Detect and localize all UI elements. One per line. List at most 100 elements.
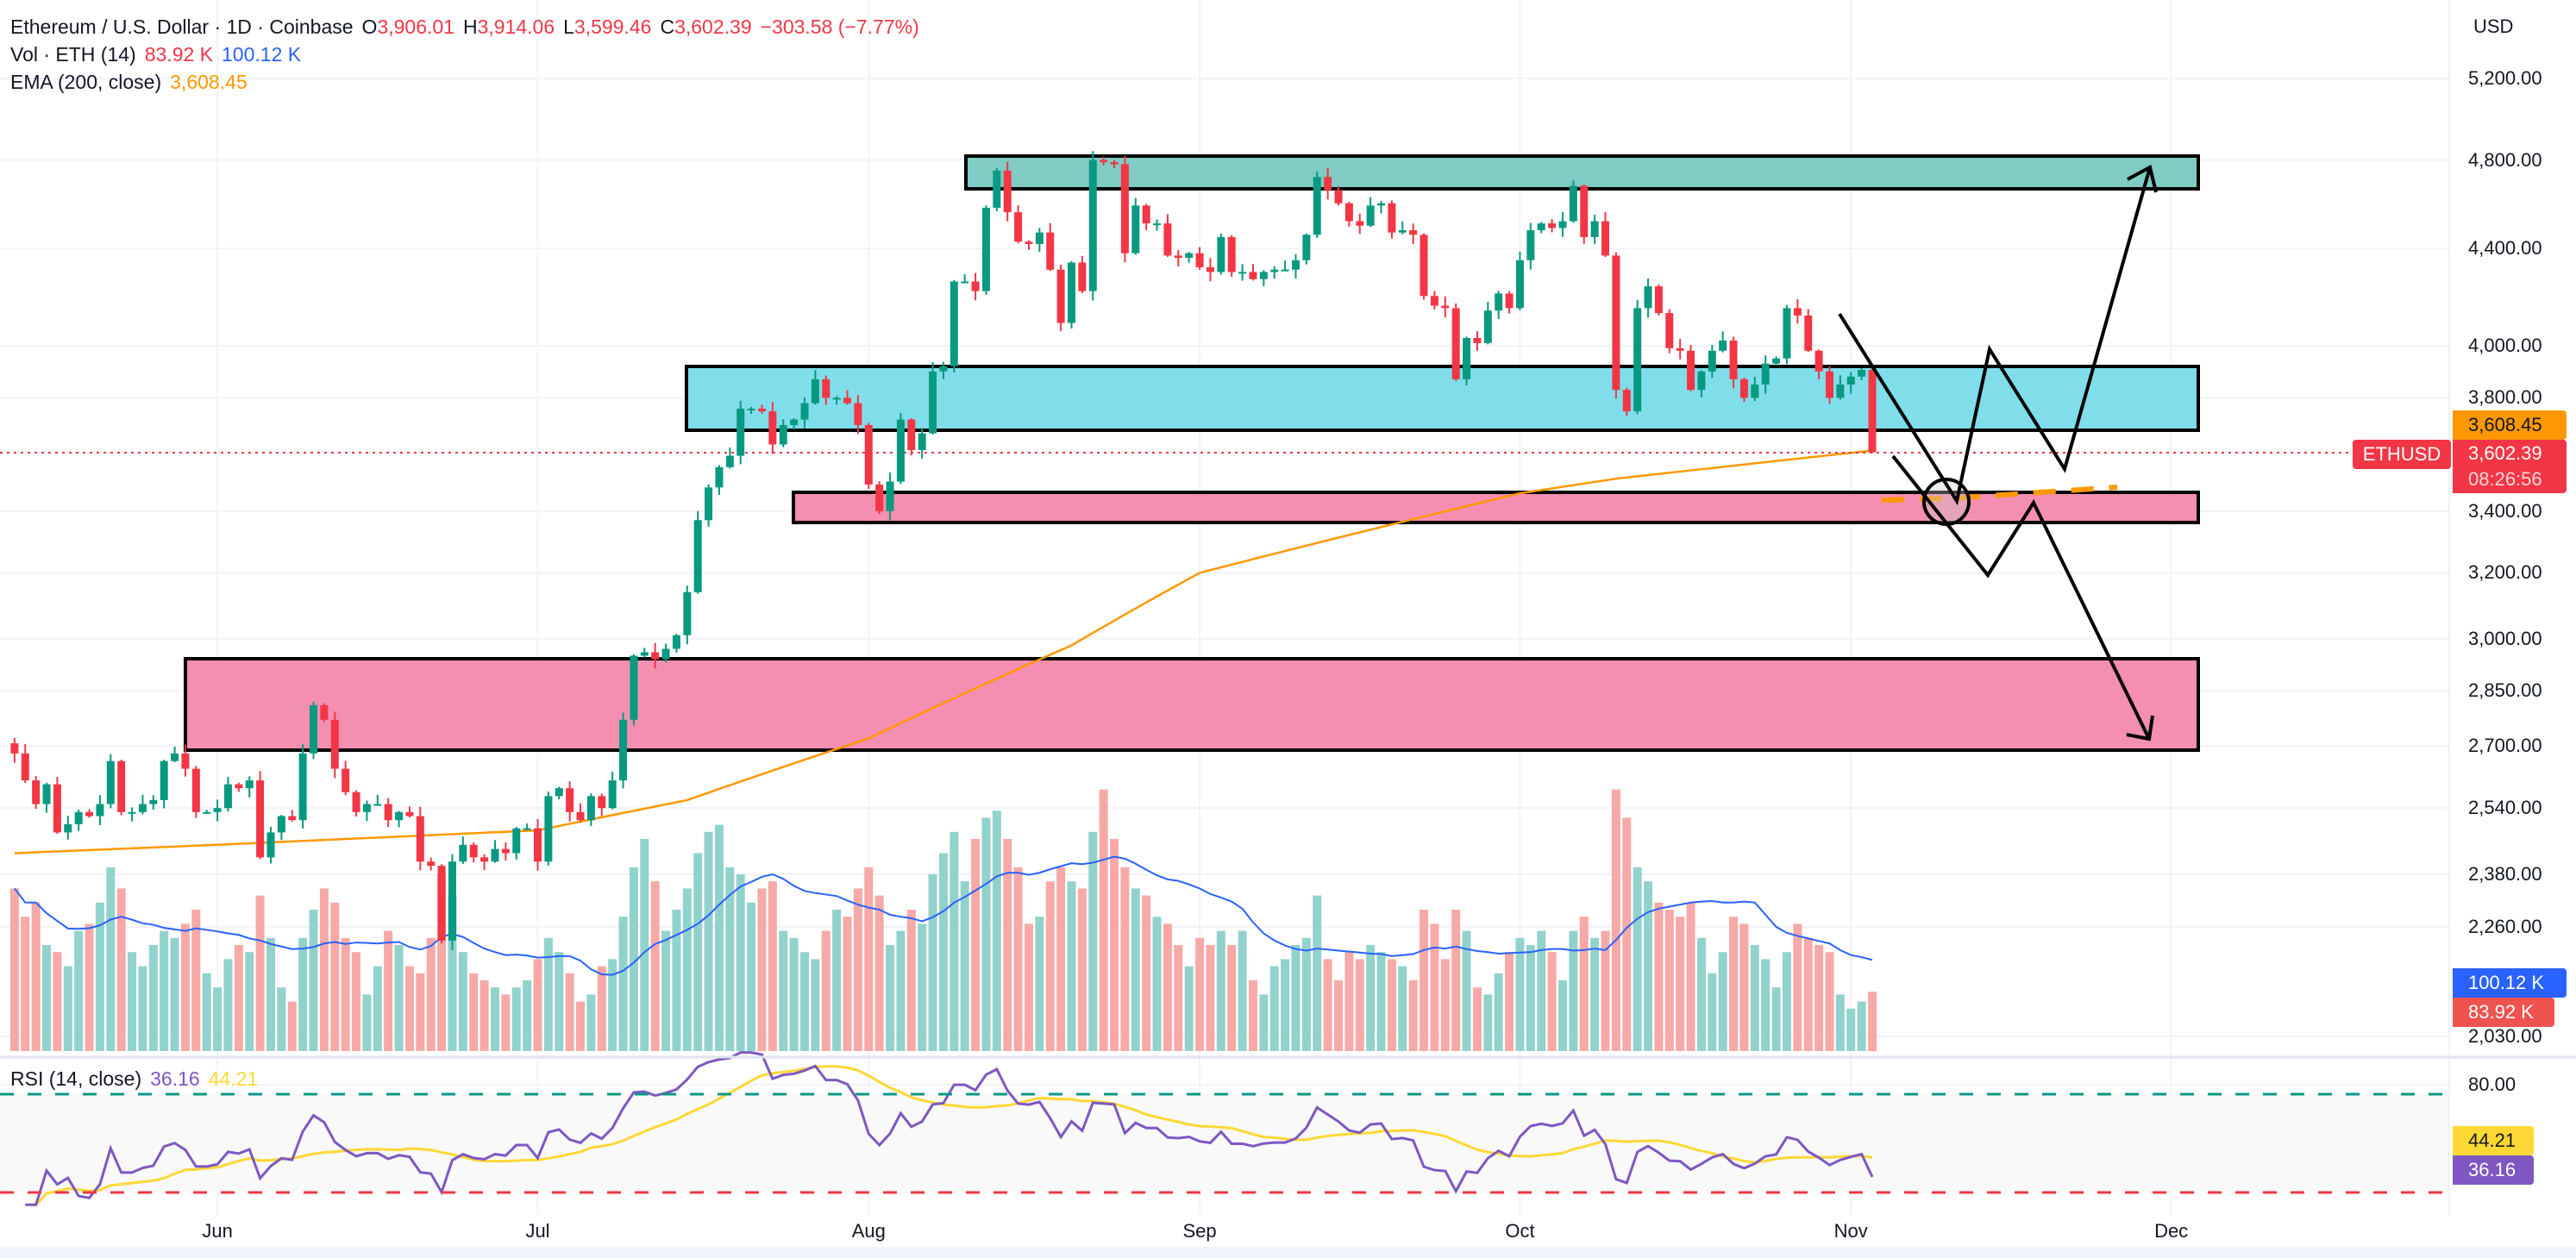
volume-bar <box>640 839 649 1051</box>
candle-body <box>886 481 894 511</box>
support-zone-lower[interactable] <box>792 491 2200 524</box>
candle-body <box>1014 212 1023 242</box>
volume-bar <box>586 994 596 1051</box>
volume-bar <box>608 959 617 1051</box>
candle-body <box>790 419 799 425</box>
candle-body <box>1644 286 1652 309</box>
candle-body <box>1515 260 1524 309</box>
candle-body <box>245 780 254 789</box>
price-tick-label: 3,400.00 <box>2468 499 2542 522</box>
candle-body <box>843 397 852 404</box>
volume-value: 83.92 K <box>144 43 214 66</box>
volume-bar <box>1334 980 1343 1051</box>
ema-label[interactable]: EMA (200, close) <box>10 71 162 93</box>
candle-body <box>1473 338 1482 343</box>
volume-bar <box>1152 917 1162 1051</box>
candle-body <box>1687 350 1695 391</box>
candle-body <box>298 753 307 821</box>
volume-legend: Vol · ETH (14) 83.92 K 100.12 K <box>10 43 301 66</box>
candle-body <box>811 379 819 404</box>
volume-bar <box>938 853 948 1051</box>
candle-body <box>1313 177 1321 235</box>
candle-body <box>1110 161 1119 165</box>
candle-body <box>310 704 318 754</box>
candle-body <box>939 366 948 372</box>
volume-bar <box>1814 945 1824 1051</box>
volume-bar <box>1163 923 1172 1051</box>
bullish-path-arrow[interactable] <box>1838 166 2152 506</box>
candle-body <box>1174 255 1182 259</box>
candle-body <box>1537 223 1545 231</box>
volume-bar <box>1451 910 1461 1051</box>
bearish-path-arrow[interactable] <box>1891 454 2151 740</box>
candle-body <box>288 816 297 821</box>
rsi-label[interactable]: RSI (14, close) <box>10 1067 142 1090</box>
symbol-title[interactable]: Ethereum / U.S. Dollar · 1D · Coinbase <box>10 16 354 38</box>
candle-body <box>896 419 905 482</box>
volume-bar <box>1462 930 1471 1051</box>
candle-body <box>961 281 969 284</box>
volume-bar <box>1110 839 1119 1051</box>
volume-bar <box>811 959 820 1051</box>
candle-body <box>1751 384 1759 398</box>
candle-body <box>469 844 478 858</box>
candle-body <box>320 704 329 720</box>
volume-bar <box>950 831 959 1051</box>
volume-bar <box>1174 945 1183 1051</box>
volume-bar <box>864 867 874 1051</box>
candle-body <box>1590 221 1599 237</box>
volume-bar <box>1238 930 1247 1051</box>
candle-body <box>1719 340 1727 351</box>
volume-bar <box>53 952 62 1051</box>
resistance-zone-top[interactable] <box>964 154 2200 191</box>
candle-body <box>1814 350 1823 372</box>
candle-body <box>555 788 563 797</box>
ema-value: 3,608.45 <box>170 71 248 93</box>
volume-bar <box>576 1001 586 1051</box>
support-zone-bottom[interactable] <box>184 657 2200 752</box>
volume-bar <box>693 853 703 1051</box>
candle-body <box>1259 272 1268 279</box>
candle-body <box>1783 308 1791 359</box>
volume-bar <box>543 937 553 1051</box>
candle-body <box>1142 205 1150 224</box>
candle-body <box>1356 221 1364 226</box>
volume-bar <box>757 888 767 1051</box>
volume-bar <box>1291 945 1301 1051</box>
candle-body <box>1206 266 1214 272</box>
candle-body <box>523 828 531 830</box>
volume-label[interactable]: Vol · ETH (14) <box>10 43 136 66</box>
candle-body <box>608 780 617 809</box>
candle-body <box>74 811 83 824</box>
volume-bar <box>1099 789 1108 1051</box>
candle-body <box>1548 223 1557 228</box>
volume-bar <box>1355 959 1364 1051</box>
volume-bar <box>416 973 425 1051</box>
candle-body <box>1100 160 1108 162</box>
candle-body <box>1281 269 1289 272</box>
candle-body <box>993 170 1001 208</box>
candle-body <box>1409 230 1418 235</box>
volume-bar <box>1472 987 1482 1051</box>
volume-bar <box>384 930 393 1051</box>
volume-bar <box>255 895 265 1051</box>
candle-body <box>1793 308 1802 316</box>
volume-bar <box>1408 980 1418 1051</box>
volume-bar <box>650 881 660 1051</box>
volume-bar <box>1035 917 1044 1051</box>
month-label: Oct <box>1505 1220 1535 1242</box>
candle-body <box>1398 230 1407 233</box>
candle-body <box>1056 269 1065 323</box>
change-value: −303.58 (−7.77%) <box>760 16 919 38</box>
candle-body <box>181 753 190 769</box>
candle-body <box>1526 230 1535 260</box>
volume-bar <box>779 930 788 1051</box>
candle-body <box>1761 363 1770 385</box>
support-zone-mid[interactable] <box>685 365 2200 432</box>
candle-body <box>907 419 916 451</box>
currency-label[interactable]: USD <box>2473 16 2514 37</box>
rsi-legend: RSI (14, close) 36.16 44.21 <box>10 1067 259 1091</box>
candle-body <box>1665 313 1674 348</box>
volume-bar <box>1793 923 1802 1051</box>
